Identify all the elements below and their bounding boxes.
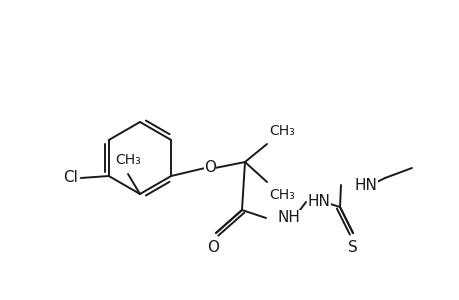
- Text: CH₃: CH₃: [269, 188, 294, 202]
- Text: O: O: [204, 160, 216, 175]
- Text: S: S: [347, 240, 357, 255]
- Text: O: O: [207, 240, 218, 255]
- Text: CH₃: CH₃: [115, 153, 140, 167]
- Text: HN: HN: [354, 178, 377, 193]
- Text: HN: HN: [308, 194, 330, 209]
- Text: NH: NH: [277, 211, 300, 226]
- Text: Cl: Cl: [63, 170, 78, 185]
- Text: CH₃: CH₃: [269, 124, 294, 138]
